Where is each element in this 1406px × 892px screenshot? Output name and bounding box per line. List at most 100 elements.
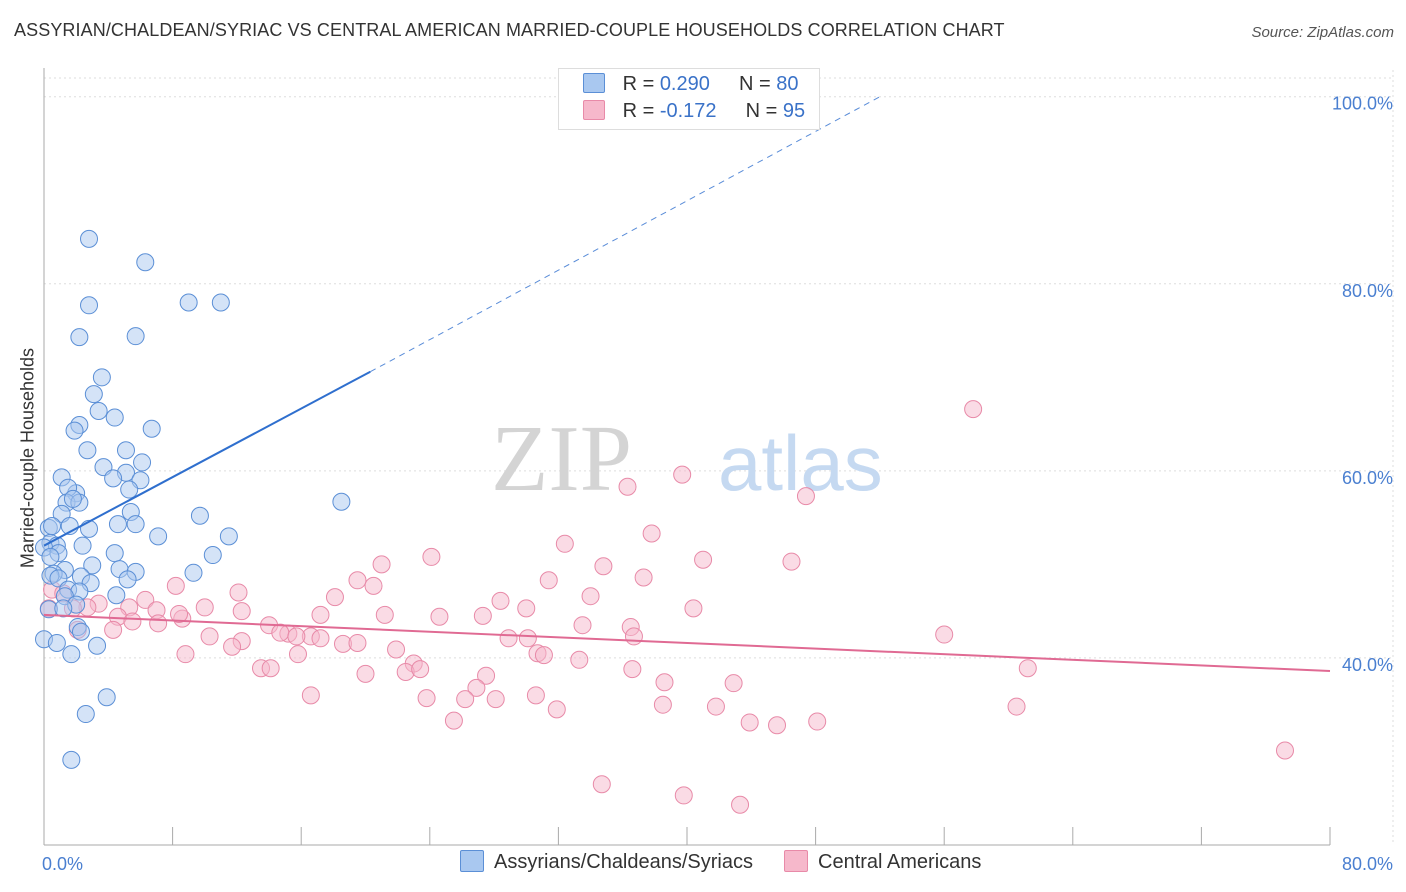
central-americans-point (200, 627, 219, 646)
central-americans-point (724, 674, 743, 693)
assyrians-point (65, 421, 84, 440)
assyrians-point (54, 599, 73, 618)
legend-swatch-blue (583, 73, 605, 93)
central-americans-point (618, 477, 637, 496)
legend-n-label: N = (739, 73, 771, 95)
central-americans-point (517, 599, 536, 618)
bottom-legend-central-americans: Central Americans (784, 850, 981, 874)
central-americans-point (581, 587, 600, 606)
central-americans-point (808, 712, 827, 731)
chart-title: ASSYRIAN/CHALDEAN/SYRIAC VS CENTRAL AMER… (14, 20, 1005, 40)
legend-n-value: 80 (776, 73, 799, 95)
legend-row-central-americans: R = -0.172 N = 95 (583, 100, 805, 126)
assyrians-trend-line (43, 370, 371, 547)
assyrians-point (118, 570, 137, 589)
y-axis-label: Married-couple Households (17, 347, 38, 569)
central-americans-point (123, 612, 142, 631)
central-americans-point (467, 678, 486, 697)
assyrians-point (63, 489, 82, 508)
watermark: ZIP atlas (491, 407, 883, 511)
legend-swatch-pink (583, 100, 605, 120)
central-americans-point (653, 695, 672, 714)
assyrians-point (126, 327, 145, 346)
assyrians-point (332, 492, 351, 511)
central-americans-point (547, 700, 566, 719)
central-americans-point (271, 623, 290, 642)
bottom-legend-swatch-blue (460, 850, 484, 872)
central-americans-trend-line (43, 613, 1331, 673)
legend-row-assyrians: R = 0.290 N = 80 (583, 73, 799, 99)
central-americans-point (261, 659, 280, 678)
central-americans-point (623, 660, 642, 679)
assyrians-point (41, 547, 60, 566)
central-americans-point (655, 673, 674, 692)
bottom-legend-label: Central Americans (818, 851, 982, 873)
central-americans-point (1275, 741, 1294, 760)
y-tick-label: 100.0% (1332, 94, 1393, 114)
central-americans-point (674, 786, 693, 805)
assyrians-point (62, 750, 81, 769)
central-americans-point (356, 664, 375, 683)
central-americans-point (422, 547, 441, 566)
central-americans-point (964, 400, 983, 419)
assyrians-point (203, 546, 222, 565)
assyrians-point (73, 536, 92, 555)
source-label: Source: ZipAtlas.com (1251, 24, 1394, 41)
central-americans-points (39, 400, 1294, 814)
grid-layer (44, 70, 1394, 845)
assyrians-point (97, 688, 116, 707)
central-americans-point (486, 690, 505, 709)
trend-lines (43, 96, 1331, 673)
central-americans-point (642, 524, 661, 543)
assyrians-point (71, 622, 90, 641)
central-americans-point (477, 666, 496, 685)
assyrians-point (133, 453, 152, 472)
assyrians-point (47, 633, 66, 652)
assyrians-point (107, 586, 126, 605)
assyrians-point (78, 441, 97, 460)
central-americans-point (375, 605, 394, 624)
central-americans-point (456, 690, 475, 709)
central-americans-point (287, 627, 306, 646)
central-americans-point (731, 795, 750, 814)
assyrians-trend-extension (370, 96, 881, 373)
central-americans-point (411, 660, 430, 679)
axis-layer (43, 68, 1331, 846)
assyrians-point (92, 368, 111, 387)
assyrians-point (89, 401, 108, 420)
x-tick-label: 80.0% (1342, 854, 1393, 874)
assyrians-point (104, 469, 123, 488)
central-americans-point (417, 689, 436, 708)
central-americans-point (694, 550, 713, 569)
bottom-legend-label: Assyrians/Chaldeans/Syriacs (494, 851, 753, 873)
central-americans-point (526, 686, 545, 705)
assyrians-point (136, 253, 155, 272)
central-americans-point (573, 616, 592, 635)
assyrians-point (43, 517, 62, 536)
central-americans-point (673, 465, 692, 484)
correlation-legend: R = 0.290 N = 80 R = -0.172 N = 95 (558, 68, 820, 130)
central-americans-point (473, 606, 492, 625)
central-americans-point (740, 713, 759, 732)
central-americans-point (706, 697, 725, 716)
central-americans-point (223, 637, 242, 656)
central-americans-point (170, 604, 189, 623)
y-tick-label: 60.0% (1342, 468, 1393, 488)
tick-labels: 40.0% 60.0% 80.0% 100.0% 0.0% 80.0% (42, 94, 1393, 874)
central-americans-point (768, 716, 787, 735)
assyrians-point (126, 515, 145, 534)
y-tick-label: 40.0% (1342, 655, 1393, 675)
central-americans-point (149, 614, 168, 633)
assyrians-point (88, 636, 107, 655)
assyrians-point (80, 519, 99, 538)
central-americans-point (534, 646, 553, 665)
assyrians-point (62, 645, 81, 664)
central-americans-point (311, 629, 330, 648)
assyrians-point (184, 563, 203, 582)
central-americans-point (594, 557, 613, 576)
legend-n-value: 95 (782, 100, 806, 122)
central-americans-point (301, 686, 320, 705)
assyrians-point (142, 419, 161, 438)
central-americans-point (372, 555, 391, 574)
legend-r-value: 0.290 (659, 73, 710, 95)
